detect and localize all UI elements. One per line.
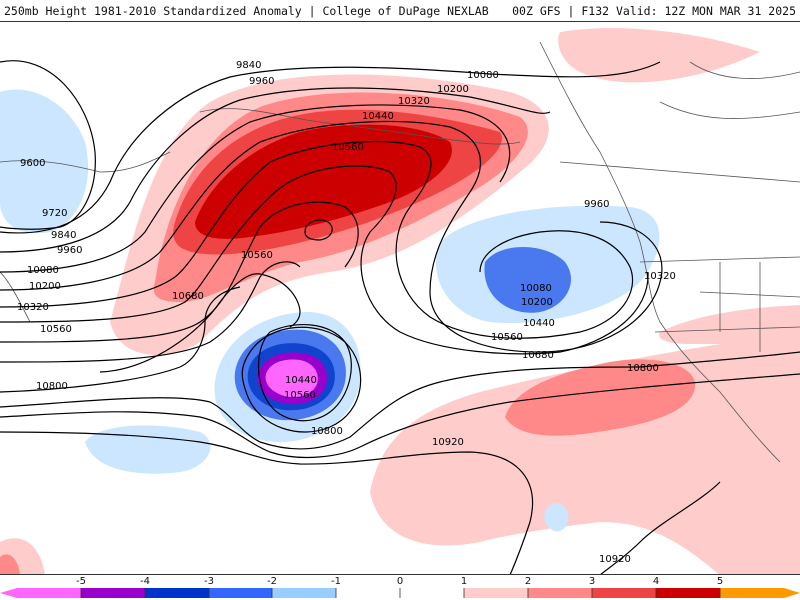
colorbar-tick: 2 — [524, 576, 532, 587]
contour-label: 10560 — [332, 142, 364, 153]
contour-label: 10680 — [172, 291, 204, 302]
colorbar-tick: 3 — [588, 576, 596, 587]
positive-anomaly-fills — [0, 28, 800, 574]
colorbar-tick: 4 — [652, 576, 660, 587]
colorbar-segment — [209, 588, 272, 598]
colorbar-segment — [592, 588, 656, 598]
contour-label: 9840 — [236, 60, 261, 71]
contour-label: 10440 — [285, 375, 317, 386]
contour-label: 10560 — [491, 332, 523, 343]
colorbar-segment — [656, 588, 720, 598]
contour-label: 9720 — [42, 208, 67, 219]
colorbar-segment — [464, 588, 528, 598]
contour-label: 10560 — [40, 324, 72, 335]
contour-labels: 9840 9960 10080 10200 10320 10440 10560 … — [17, 60, 676, 565]
negative-anomaly-fills — [0, 89, 660, 532]
map-header: 250mb Height 1981-2010 Standardized Anom… — [0, 0, 800, 22]
colorbar: -5 -4 -3 -2 -1 0 1 2 3 4 5 — [0, 576, 800, 600]
colorbar-right-arrow — [784, 588, 800, 598]
contour-label: 10560 — [241, 250, 273, 261]
colorbar-tick: -3 — [204, 576, 214, 587]
contour-label: 10800 — [627, 363, 659, 374]
colorbar-segment — [81, 588, 145, 598]
colorbar-segment — [528, 588, 592, 598]
contour-label: 10920 — [599, 554, 631, 565]
colorbar-tick: -4 — [140, 576, 150, 587]
anomaly-map: 9840 9960 10080 10200 10320 10440 10560 … — [0, 22, 800, 574]
colorbar-tick: -1 — [331, 576, 341, 587]
colorbar-tick: -2 — [267, 576, 277, 587]
colorbar-segment — [272, 588, 336, 598]
run-info: 00Z GFS | F132 Valid: 12Z MON MAR 31 202… — [512, 4, 796, 18]
contour-label: 10680 — [522, 350, 554, 361]
colorbar-segment — [145, 588, 209, 598]
colorbar-tick: -5 — [76, 576, 86, 587]
contour-label: 10080 — [27, 265, 59, 276]
contour-label: 10320 — [644, 271, 676, 282]
contour-label: 10200 — [437, 84, 469, 95]
contour-label: 10800 — [36, 381, 68, 392]
contour-label: 10440 — [362, 111, 394, 122]
contour-label: 10200 — [29, 281, 61, 292]
contour-label: 9960 — [584, 199, 609, 210]
colorbar-tick: 0 — [396, 576, 404, 587]
contour-label: 10440 — [523, 318, 555, 329]
contour-label: 9600 — [20, 158, 45, 169]
height-contours — [0, 60, 800, 574]
contour-label: 10320 — [398, 96, 430, 107]
contour-label: 10920 — [432, 437, 464, 448]
contour-label: 10800 — [311, 426, 343, 437]
contour-label: 9960 — [57, 245, 82, 256]
map-panel[interactable]: 9840 9960 10080 10200 10320 10440 10560 … — [0, 22, 800, 575]
contour-label: 9960 — [249, 76, 274, 87]
colorbar-tick: 5 — [716, 576, 724, 587]
colorbar-tick: 1 — [460, 576, 468, 587]
contour-label: 10200 — [521, 297, 553, 308]
colorbar-segment — [17, 588, 81, 598]
contour-label: 10080 — [467, 70, 499, 81]
contour-label: 10560 — [284, 390, 316, 401]
colorbar-strip — [0, 588, 800, 598]
contour-label: 9840 — [51, 230, 76, 241]
colorbar-left-arrow — [0, 588, 17, 598]
contour-label: 10320 — [17, 302, 49, 313]
contour-label: 10080 — [520, 283, 552, 294]
colorbar-segment — [720, 588, 784, 598]
map-title: 250mb Height 1981-2010 Standardized Anom… — [4, 4, 489, 18]
